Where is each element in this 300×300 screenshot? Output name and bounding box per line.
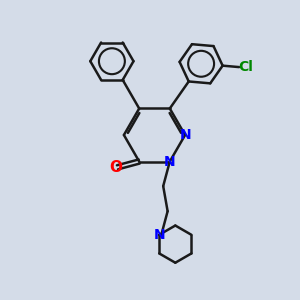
Text: N: N — [153, 228, 165, 242]
Text: Cl: Cl — [238, 60, 253, 74]
Text: N: N — [179, 128, 191, 142]
Text: O: O — [110, 160, 122, 175]
Text: N: N — [164, 154, 176, 169]
